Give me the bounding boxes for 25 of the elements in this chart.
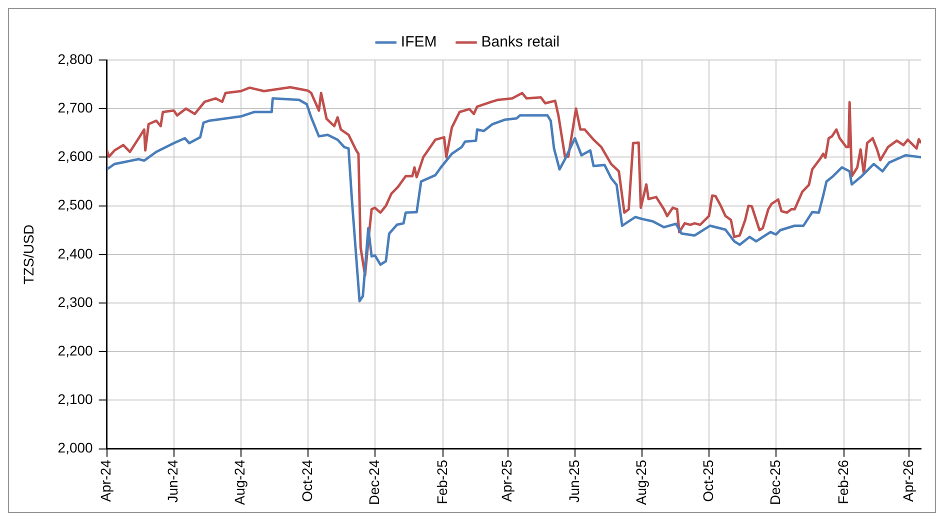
x-tick-label: Feb-25 xyxy=(434,460,450,504)
y-tick-label: 2,000 xyxy=(58,440,94,456)
x-tick-label: Jun-25 xyxy=(566,460,582,503)
x-tick-label: Aug-25 xyxy=(632,460,649,506)
x-tick-label: Dec-24 xyxy=(366,460,382,505)
x-tick-label: Jun-24 xyxy=(164,460,181,503)
x-tick-label: Oct-24 xyxy=(298,460,315,502)
y-tick-label: 2,400 xyxy=(58,245,94,262)
x-tick-label: Aug-24 xyxy=(232,460,248,506)
y-tick-label: 2,200 xyxy=(58,342,94,358)
x-tick-label: Feb-26 xyxy=(834,460,851,504)
x-tick-label: Apr-26 xyxy=(900,460,916,502)
y-tick-label: 2,300 xyxy=(58,294,94,310)
x-tick-label: Dec-25 xyxy=(766,460,783,505)
x-tick-label: Apr-24 xyxy=(98,460,114,502)
y-tick-label: 2,100 xyxy=(58,391,94,408)
legend-label: Banks retail xyxy=(481,34,560,51)
x-tick-label: Apr-25 xyxy=(498,460,515,502)
legend-label: IFEM xyxy=(400,34,437,51)
y-axis-title: TZS/USD xyxy=(20,224,36,284)
y-tick-label: 2,700 xyxy=(58,99,94,116)
y-tick-label: 2,500 xyxy=(58,196,94,213)
y-tick-label: 2,800 xyxy=(58,50,94,67)
y-tick-label: 2,600 xyxy=(58,148,94,164)
x-tick-label: Oct-25 xyxy=(700,460,716,502)
